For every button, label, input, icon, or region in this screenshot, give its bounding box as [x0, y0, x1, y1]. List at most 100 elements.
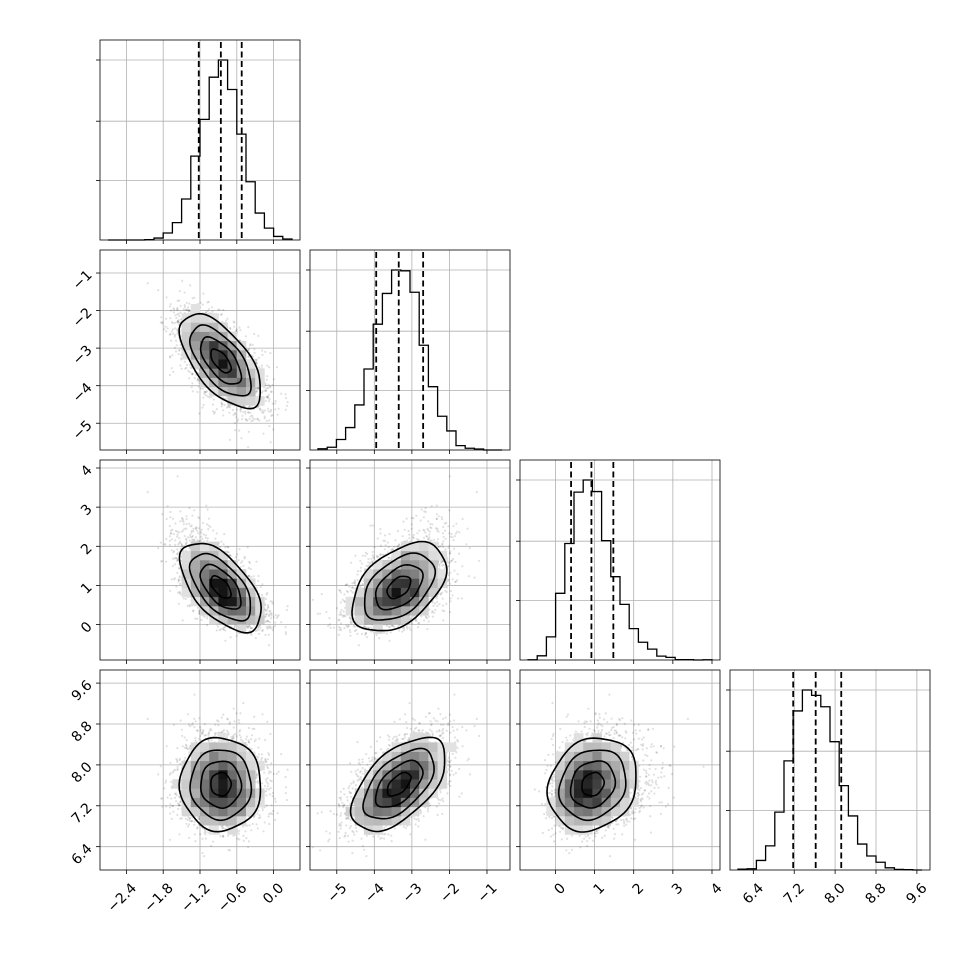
sample-point [258, 628, 261, 631]
sample-point [204, 394, 207, 397]
sample-point [211, 310, 214, 313]
sample-point [188, 363, 191, 366]
sample-point [247, 430, 250, 433]
sample-point [274, 408, 277, 411]
sample-point [186, 308, 189, 312]
sample-point [175, 344, 178, 347]
sample-point [227, 551, 230, 554]
sample-point [249, 344, 252, 347]
sample-point [173, 321, 177, 324]
sample-point [187, 306, 190, 309]
sample-point [237, 418, 240, 421]
sample-point [262, 432, 265, 435]
sample-point [226, 317, 229, 320]
sample-point [264, 615, 267, 618]
sample-point [267, 644, 271, 647]
sample-point [179, 540, 182, 543]
sample-point [168, 356, 171, 359]
sample-point [188, 377, 191, 380]
sample-point [266, 375, 269, 378]
sample-point [251, 416, 254, 419]
sample-point [247, 405, 250, 409]
density-cell [190, 340, 201, 351]
sample-point [179, 304, 182, 307]
sample-point [267, 393, 270, 396]
sample-point [185, 522, 188, 526]
sample-point [157, 289, 160, 292]
sample-point [284, 408, 287, 411]
sample-point [258, 632, 261, 636]
sample-point [269, 352, 272, 355]
sample-point [189, 533, 192, 537]
sample-point [280, 621, 283, 624]
sample-point [198, 517, 201, 520]
sample-point [166, 505, 169, 508]
sample-point [171, 328, 175, 331]
density-cell [190, 322, 201, 332]
sample-point [188, 522, 191, 525]
sample-point [276, 413, 279, 416]
sample-point [178, 315, 181, 318]
sample-point [264, 389, 267, 392]
sample-point [185, 301, 188, 304]
sample-point [200, 535, 203, 538]
sample-point [237, 559, 240, 562]
sample-point [249, 415, 252, 418]
sample-point [182, 597, 185, 600]
sample-point [280, 392, 283, 395]
density-cell [190, 304, 201, 314]
sample-point [193, 377, 196, 380]
sample-point [239, 408, 242, 411]
sample-point [168, 333, 171, 336]
sample-point [249, 411, 252, 414]
sample-point [202, 292, 205, 295]
sample-point [269, 386, 272, 389]
sample-point [168, 305, 171, 308]
sample-point [285, 404, 288, 407]
sample-point [235, 328, 238, 331]
density-cell [227, 377, 238, 388]
sample-point [258, 408, 261, 411]
sample-point [200, 528, 203, 531]
sample-point [174, 543, 177, 546]
sample-point [201, 387, 204, 390]
sample-point [265, 378, 268, 381]
sample-point [255, 360, 258, 363]
sample-point [183, 304, 186, 307]
sample-point [171, 528, 174, 531]
sample-point [256, 417, 259, 420]
sample-point [233, 325, 236, 328]
sample-point [196, 379, 199, 382]
sample-point [208, 396, 211, 399]
sample-point [210, 306, 213, 309]
sample-point [262, 411, 265, 414]
sample-point [196, 529, 199, 532]
sample-point [222, 414, 225, 417]
sample-point [223, 533, 226, 536]
sample-point [245, 419, 248, 422]
sample-point [247, 446, 250, 449]
sample-point [219, 313, 223, 316]
sample-point [244, 335, 247, 338]
sample-point [174, 333, 177, 337]
sample-point [197, 532, 200, 535]
sample-point [233, 321, 236, 324]
sample-point [261, 353, 264, 356]
sample-point [272, 378, 275, 381]
sample-point [222, 627, 225, 631]
sample-point [249, 343, 252, 346]
y-tick-label: −1 [70, 267, 96, 293]
sample-point [211, 403, 215, 406]
sample-point [173, 308, 176, 311]
sample-point [205, 504, 208, 507]
sample-point [267, 400, 271, 403]
sample-point [234, 412, 237, 415]
sample-point [260, 391, 263, 395]
sample-point [244, 412, 247, 415]
sample-point [284, 396, 288, 400]
sample-point [264, 399, 268, 402]
panel-1-0: −5−4−3−2−1 [70, 249, 301, 454]
sample-point [181, 519, 184, 522]
sample-point [224, 626, 227, 629]
